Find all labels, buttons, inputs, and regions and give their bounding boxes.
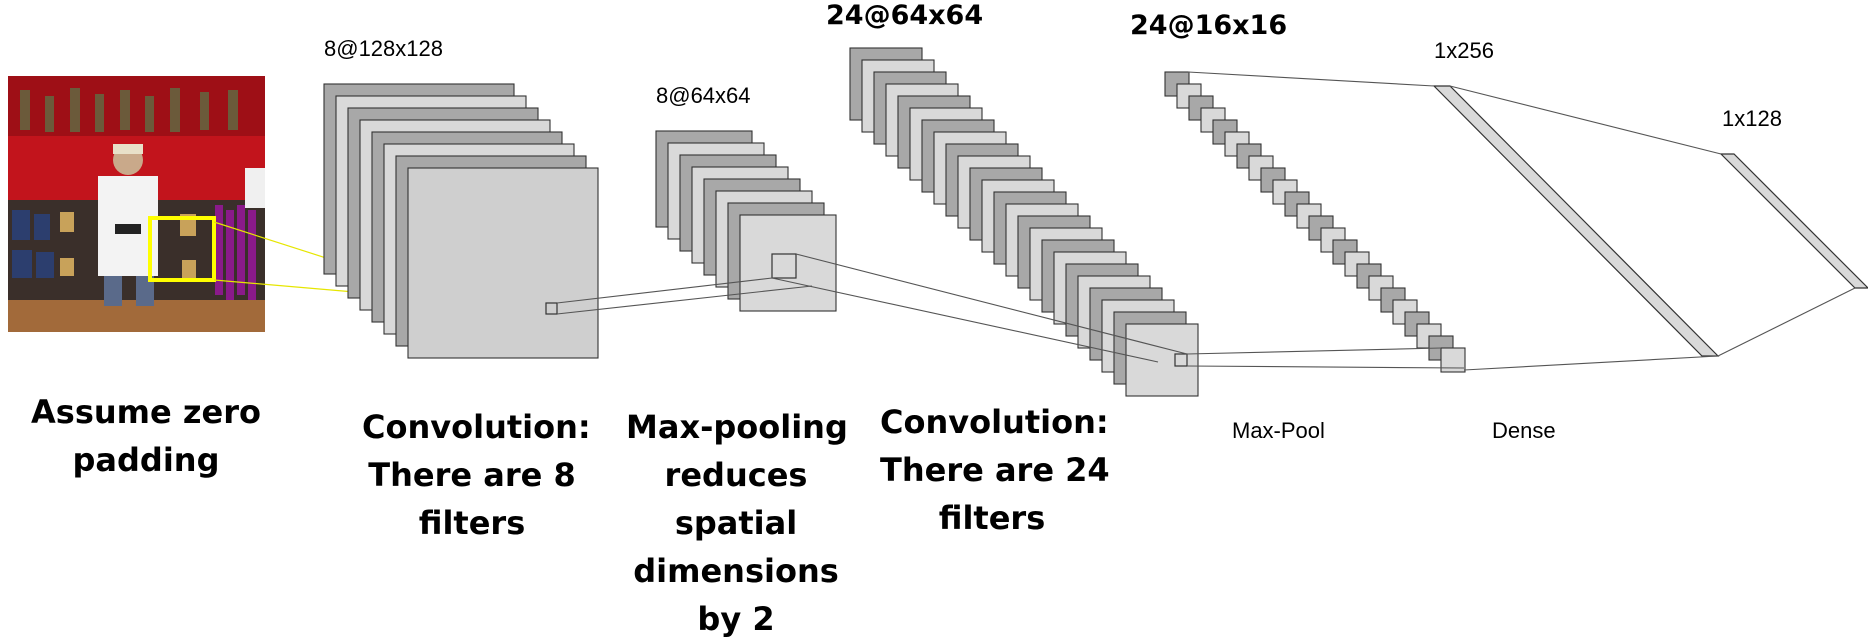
conv1-caption-line: filters — [418, 504, 526, 542]
receptive-field-highlight — [148, 216, 216, 282]
conv2-kernel-window — [1174, 353, 1188, 367]
conv2-feature-map — [1125, 323, 1199, 397]
connection-lines — [556, 71, 1856, 371]
pool1-dims-label: 8@64x64 — [656, 83, 751, 108]
dense1-layer — [1432, 85, 1720, 357]
conv2-feature-maps — [849, 47, 1199, 397]
conv2-caption-line: filters — [938, 499, 1046, 537]
input-caption-line: padding — [72, 441, 220, 479]
pool1-caption-line: reduces — [664, 456, 808, 494]
pool2-feature-maps — [1164, 71, 1466, 373]
pool2-caption: Max-Pool — [1232, 418, 1325, 443]
pool1-window — [771, 253, 797, 279]
dense1-dims-label: 1x256 — [1434, 38, 1494, 63]
input-caption-line: Assume zero — [31, 393, 261, 431]
conv1-caption-line: There are 8 — [368, 456, 576, 494]
conv1-caption: Convolution: There are 8 filters — [362, 403, 591, 547]
conv1-feature-maps — [323, 83, 599, 359]
dense2-layer — [1719, 153, 1868, 289]
dense2-dims-label: 1x128 — [1722, 106, 1782, 131]
pool1-feature-maps — [655, 130, 837, 312]
input-caption: Assume zero padding — [30, 388, 262, 484]
conv1-dims-label: 8@128x128 — [324, 36, 443, 61]
conv2-caption: Convolution: There are 24 filters — [880, 398, 1110, 542]
pool1-caption-line: Max-pooling — [626, 408, 848, 446]
pool1-caption: Max-pooling reduces spatial dimensions b… — [626, 403, 848, 643]
dense1-caption: Dense — [1492, 418, 1556, 443]
conv2-dims-label: 24@64x64 — [826, 0, 984, 31]
pool1-caption-line: by 2 — [697, 600, 775, 638]
pool1-feature-map — [739, 214, 837, 312]
conv2-caption-line: There are 24 — [880, 451, 1110, 489]
conv1-caption-line: Convolution: — [362, 408, 591, 446]
conv2-caption-line: Convolution: — [880, 403, 1109, 441]
input-image — [8, 76, 265, 332]
conv1-kernel-window — [545, 302, 558, 315]
pool1-caption-line: spatial — [674, 504, 798, 542]
pool2-dims-label: 24@16x16 — [1130, 10, 1288, 41]
conv1-feature-map — [407, 167, 599, 359]
pool1-caption-line: dimensions — [633, 552, 839, 590]
